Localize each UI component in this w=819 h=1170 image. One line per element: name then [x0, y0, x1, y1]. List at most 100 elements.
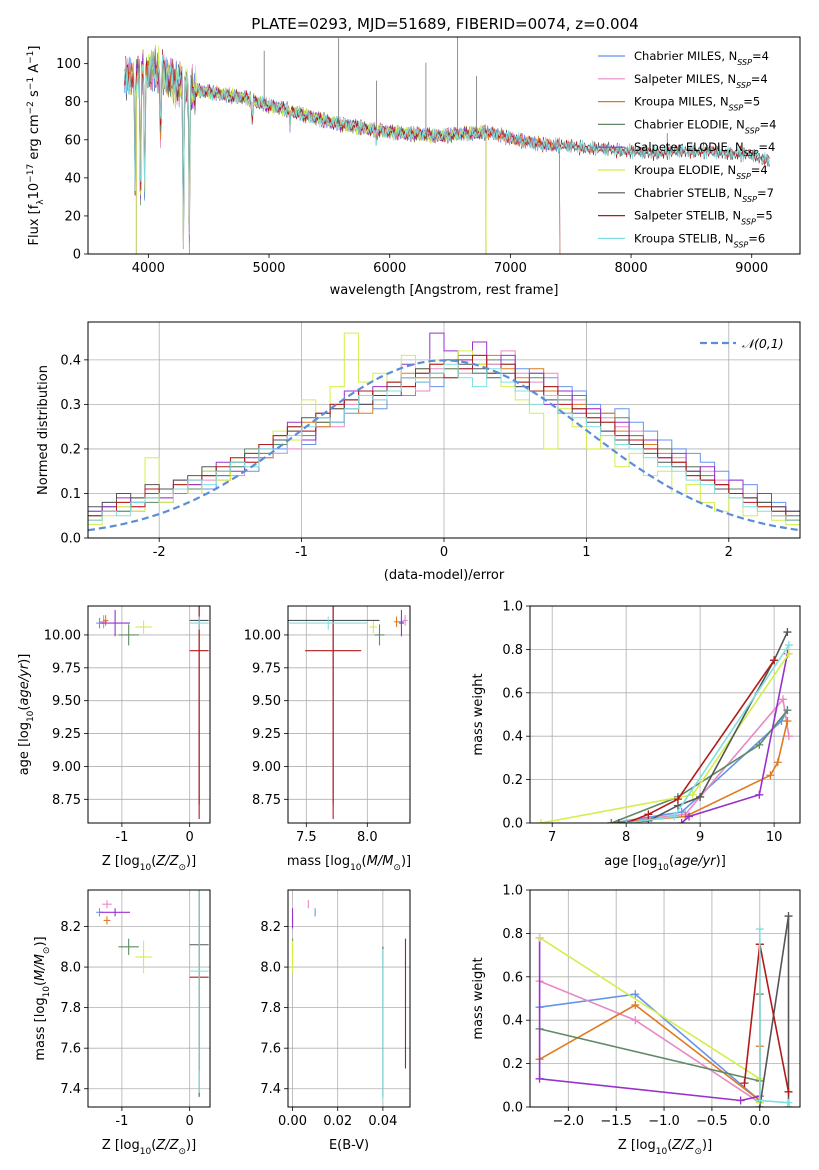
- y-tick-label: 0.4: [60, 353, 81, 368]
- y-tick-label: 0.2: [60, 442, 81, 457]
- y-axis-label: mass weight: [471, 673, 486, 755]
- axes-frame: [87, 321, 801, 539]
- y-tick-label: 9.50: [252, 694, 281, 709]
- weight-marker: [784, 732, 793, 741]
- weight-marker: [784, 1098, 793, 1107]
- y-tick-label: 7.4: [60, 1082, 81, 1097]
- weight-marker: [535, 1074, 544, 1083]
- x-tick-label: 6000: [373, 261, 406, 276]
- y-tick-label: 0.4: [502, 1014, 523, 1029]
- weight-marker: [614, 819, 623, 823]
- data-point: [305, 606, 362, 820]
- data-point: [102, 615, 109, 626]
- x-tick-label: 0.00: [278, 1114, 307, 1129]
- x-tick-label: −1.0: [648, 1114, 680, 1129]
- data-point: [103, 916, 111, 925]
- y-tick-label: 0.6: [502, 686, 523, 701]
- y-tick-label: 8.0: [260, 961, 281, 976]
- plot-area-age_vs_mass: [288, 606, 408, 820]
- y-tick-label: 0.0: [502, 1101, 523, 1116]
- weight-marker: [736, 1096, 745, 1105]
- legend-label: Chabrier ELODIE, NSSP=4: [634, 117, 776, 135]
- x-axis-label: mass [log10(M/M⊙)]: [287, 854, 411, 873]
- panel-mass_vs_Z: -1 0 7.4 7.6 7.8 8.0 8.2 Z [log10(Z/Z⊙)] mass [l…: [33, 889, 211, 1157]
- legend-label: Kroupa MILES, NSSP=5: [634, 95, 760, 113]
- y-tick-label: 7.8: [60, 1001, 81, 1016]
- x-axis-label: wavelength [Angstrom, rest frame]: [330, 283, 559, 298]
- y-tick-label: 0.3: [60, 398, 81, 413]
- histogram-step: [88, 363, 800, 521]
- axes-frame: [87, 889, 211, 1108]
- weight-marker: [755, 790, 764, 799]
- weight-marker: [685, 812, 694, 821]
- weight-line: [625, 659, 775, 823]
- y-tick-label: 9.75: [52, 661, 81, 676]
- plot-area-spectrum: [123, 37, 770, 254]
- weight-marker: [784, 912, 793, 921]
- y-tick-label: 7.8: [260, 1001, 281, 1016]
- weight-marker: [631, 1001, 640, 1010]
- legend-label: Salpeter MILES, NSSP=4: [634, 72, 768, 90]
- y-tick-label: 8.0: [60, 961, 81, 976]
- panel-spectrum: 4000 5000 6000 7000 8000 9000 0 20 40 60 80 100 wave…: [26, 36, 801, 298]
- plot-area-weight_vs_Z: [535, 912, 793, 1107]
- data-point: [118, 938, 139, 955]
- data-point: [100, 908, 131, 917]
- legend-label: Salpeter ELODIE, NSSP=4: [634, 140, 775, 158]
- y-tick-label: 0.0: [60, 532, 81, 547]
- panel-weight_vs_Z: −2.0 −1.5 −1.0 −0.5 0.0 0.0 0.2 0.4 0.6 0.8 1.0 Z […: [471, 884, 801, 1157]
- legend: Chabrier MILES, NSSP=4 Salpeter MILES, NS…: [598, 49, 776, 249]
- x-tick-label: 0.0: [749, 1114, 770, 1129]
- x-tick-label: -1: [115, 1114, 128, 1129]
- x-tick-label: -1: [295, 545, 308, 560]
- weight-marker: [784, 1087, 793, 1096]
- legend-label: Kroupa STELIB, NSSP=6: [634, 231, 765, 249]
- data-point: [135, 940, 152, 974]
- panel-mass_vs_EBV: 0.00 0.02 0.04 7.4 7.6 7.8 8.0 8.2 E(B-V): [260, 889, 411, 1153]
- axes-frame: [529, 889, 801, 1108]
- panel-age_vs_Z: -1 0 8.75 9.00 9.25 9.50 9.75 10.00 Z [log10(Z/Z…: [17, 605, 211, 873]
- y-axis-label: age [log10(age/yr)]: [17, 654, 36, 776]
- weight-marker: [677, 819, 686, 823]
- y-tick-label: 10.00: [44, 628, 81, 643]
- weight-marker: [783, 706, 792, 715]
- data-point: [402, 615, 408, 626]
- y-tick-label: 8.2: [60, 920, 81, 935]
- y-tick-label: 0.0: [502, 817, 523, 832]
- x-tick-label: −1.5: [600, 1114, 632, 1129]
- x-tick-label: 7: [548, 830, 556, 845]
- weight-marker: [784, 641, 793, 650]
- plot-area-age_vs_Z: [96, 606, 209, 820]
- panel-age_vs_mass: 7.5 8.0 8.75 9.00 9.25 9.50 9.75 10.00 mass [log…: [244, 605, 411, 873]
- weight-line: [538, 937, 760, 1102]
- data-point: [394, 616, 400, 628]
- weight-marker: [783, 628, 792, 637]
- x-tick-label: 0: [440, 545, 448, 560]
- weight-marker: [766, 771, 775, 780]
- y-axis-label: mass [log10(M/M⊙)]: [33, 936, 52, 1060]
- x-axis-label: Z [log10(Z/Z⊙)]: [618, 1138, 712, 1157]
- axes-frame: [87, 605, 211, 824]
- y-tick-label: 8.75: [52, 793, 81, 808]
- weight-marker: [778, 695, 787, 704]
- x-tick-label: 1: [582, 545, 590, 560]
- x-tick-label: 8.0: [357, 830, 378, 845]
- x-tick-label: −2.0: [553, 1114, 585, 1129]
- x-tick-label: 8000: [615, 261, 648, 276]
- y-axis-label: Flux [fλ10−17 erg cm−2 s−1 A−1]: [26, 46, 46, 246]
- x-axis-label: (data-model)/error: [384, 568, 505, 583]
- plot-area-weight_vs_age: [537, 628, 793, 823]
- histogram-step: [88, 359, 800, 512]
- x-tick-label: 4000: [132, 261, 165, 276]
- y-tick-label: 8.75: [252, 793, 281, 808]
- weight-line: [759, 915, 790, 1107]
- x-tick-label: 7.5: [296, 830, 317, 845]
- x-tick-label: 0.02: [323, 1114, 352, 1129]
- legend-label: Chabrier STELIB, NSSP=7: [634, 186, 774, 204]
- weight-marker: [783, 717, 792, 726]
- spectrum-line: [123, 50, 770, 247]
- axes-frame: [529, 605, 801, 824]
- y-tick-label: 9.25: [252, 727, 281, 742]
- panel-residuals: -2 -1 0 1 2 0.0 0.1 0.2 0.3 0.4 𝒩(0,1) (data-model)…: [36, 321, 801, 583]
- weight-marker: [670, 812, 679, 821]
